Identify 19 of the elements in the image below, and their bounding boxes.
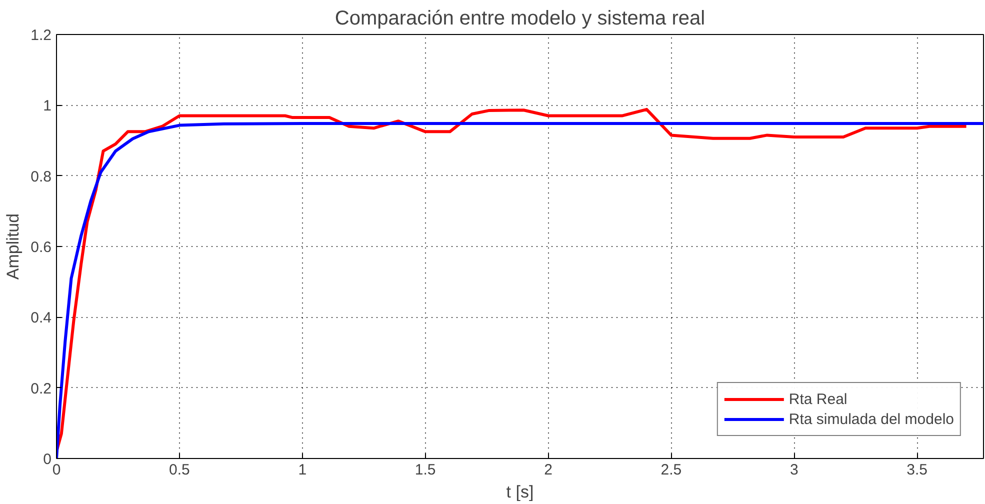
x-tick-label: 3 [790,462,798,478]
x-tick-label: 2.5 [660,462,682,478]
x-tick-label: 1 [298,462,307,478]
y-tick-label: 0.2 [30,380,52,398]
y-tick-label: 1 [43,98,52,115]
x-tick-label: 1.5 [414,462,436,478]
y-tick-label: 0 [43,451,52,468]
y-tick-label: 0.6 [30,239,52,256]
x-tick-label: 2 [544,462,552,478]
y-tick-label: 1.2 [30,27,52,44]
x-tick-label: 3.5 [906,462,928,478]
legend-label: Rta Real [788,390,848,408]
y-axis-title: Amplitud [4,213,23,280]
chart-title: Comparación entre modelo y sistema real [334,8,706,30]
y-tick-label: 0.4 [30,310,52,327]
y-tick-label: 0.8 [30,168,52,186]
x-axis-title: t [s] [506,482,534,502]
legend-label: Rta simulada del modelo [788,410,954,428]
x-tick-label: 0.5 [169,462,190,478]
